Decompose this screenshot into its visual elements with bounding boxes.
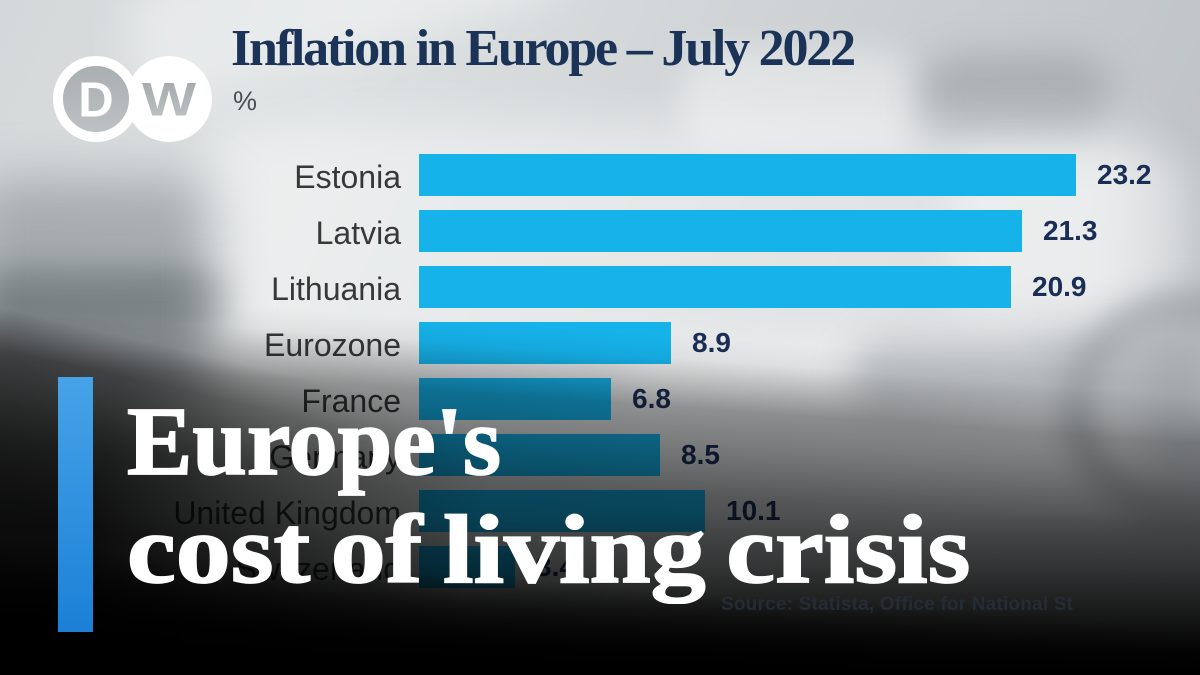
svg-text:D: D xyxy=(78,74,113,128)
svg-text:W: W xyxy=(142,73,197,126)
